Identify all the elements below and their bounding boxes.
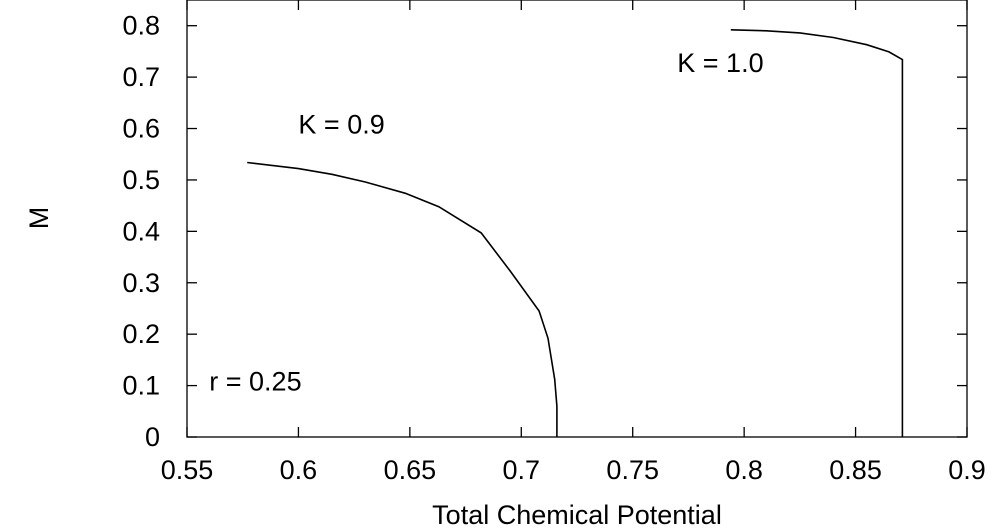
y-tick-label: 0.4 — [122, 216, 160, 246]
y-tick-label: 0.8 — [122, 11, 160, 41]
x-tick-label: 0.85 — [829, 455, 882, 485]
y-tick-label: 0.7 — [122, 62, 160, 92]
annotation-layer: K = 0.9 K = 1.0 r = 0.25 — [209, 48, 763, 397]
annotation-label: K = 0.9 — [298, 110, 384, 140]
series-layer — [247, 29, 904, 437]
y-tick-label: 0.2 — [122, 319, 160, 349]
x-tick-label: 0.7 — [503, 455, 541, 485]
x-tick-label: 0.9 — [948, 455, 986, 485]
y-tick-label: 0.3 — [122, 268, 160, 298]
y-tick-label: 0 — [145, 422, 160, 452]
x-tick-label: 0.75 — [606, 455, 659, 485]
x-axis-label: Total Chemical Potential — [432, 500, 722, 530]
x-tick-label: 0.55 — [161, 455, 214, 485]
x-tick-label: 0.65 — [384, 455, 437, 485]
series-line-1 — [730, 29, 904, 437]
x-tick-label: 0.8 — [725, 455, 763, 485]
x-tick-label: 0.6 — [280, 455, 318, 485]
y-axis-ticks: 0 0.1 0.2 0.3 0.4 0.5 0.6 0.7 0.8 — [122, 11, 967, 452]
y-tick-label: 0.5 — [122, 165, 160, 195]
annotation-label: r = 0.25 — [209, 367, 301, 397]
x-axis-ticks: 0.55 0.6 0.65 0.7 0.75 0.8 0.85 0.9 — [161, 0, 986, 485]
y-axis-label: M — [24, 207, 54, 230]
y-tick-label: 0.1 — [122, 371, 160, 401]
series-line-0 — [247, 161, 558, 437]
y-tick-label: 0.6 — [122, 114, 160, 144]
plot-frame — [186, 0, 968, 438]
annotation-label: K = 1.0 — [677, 48, 763, 78]
